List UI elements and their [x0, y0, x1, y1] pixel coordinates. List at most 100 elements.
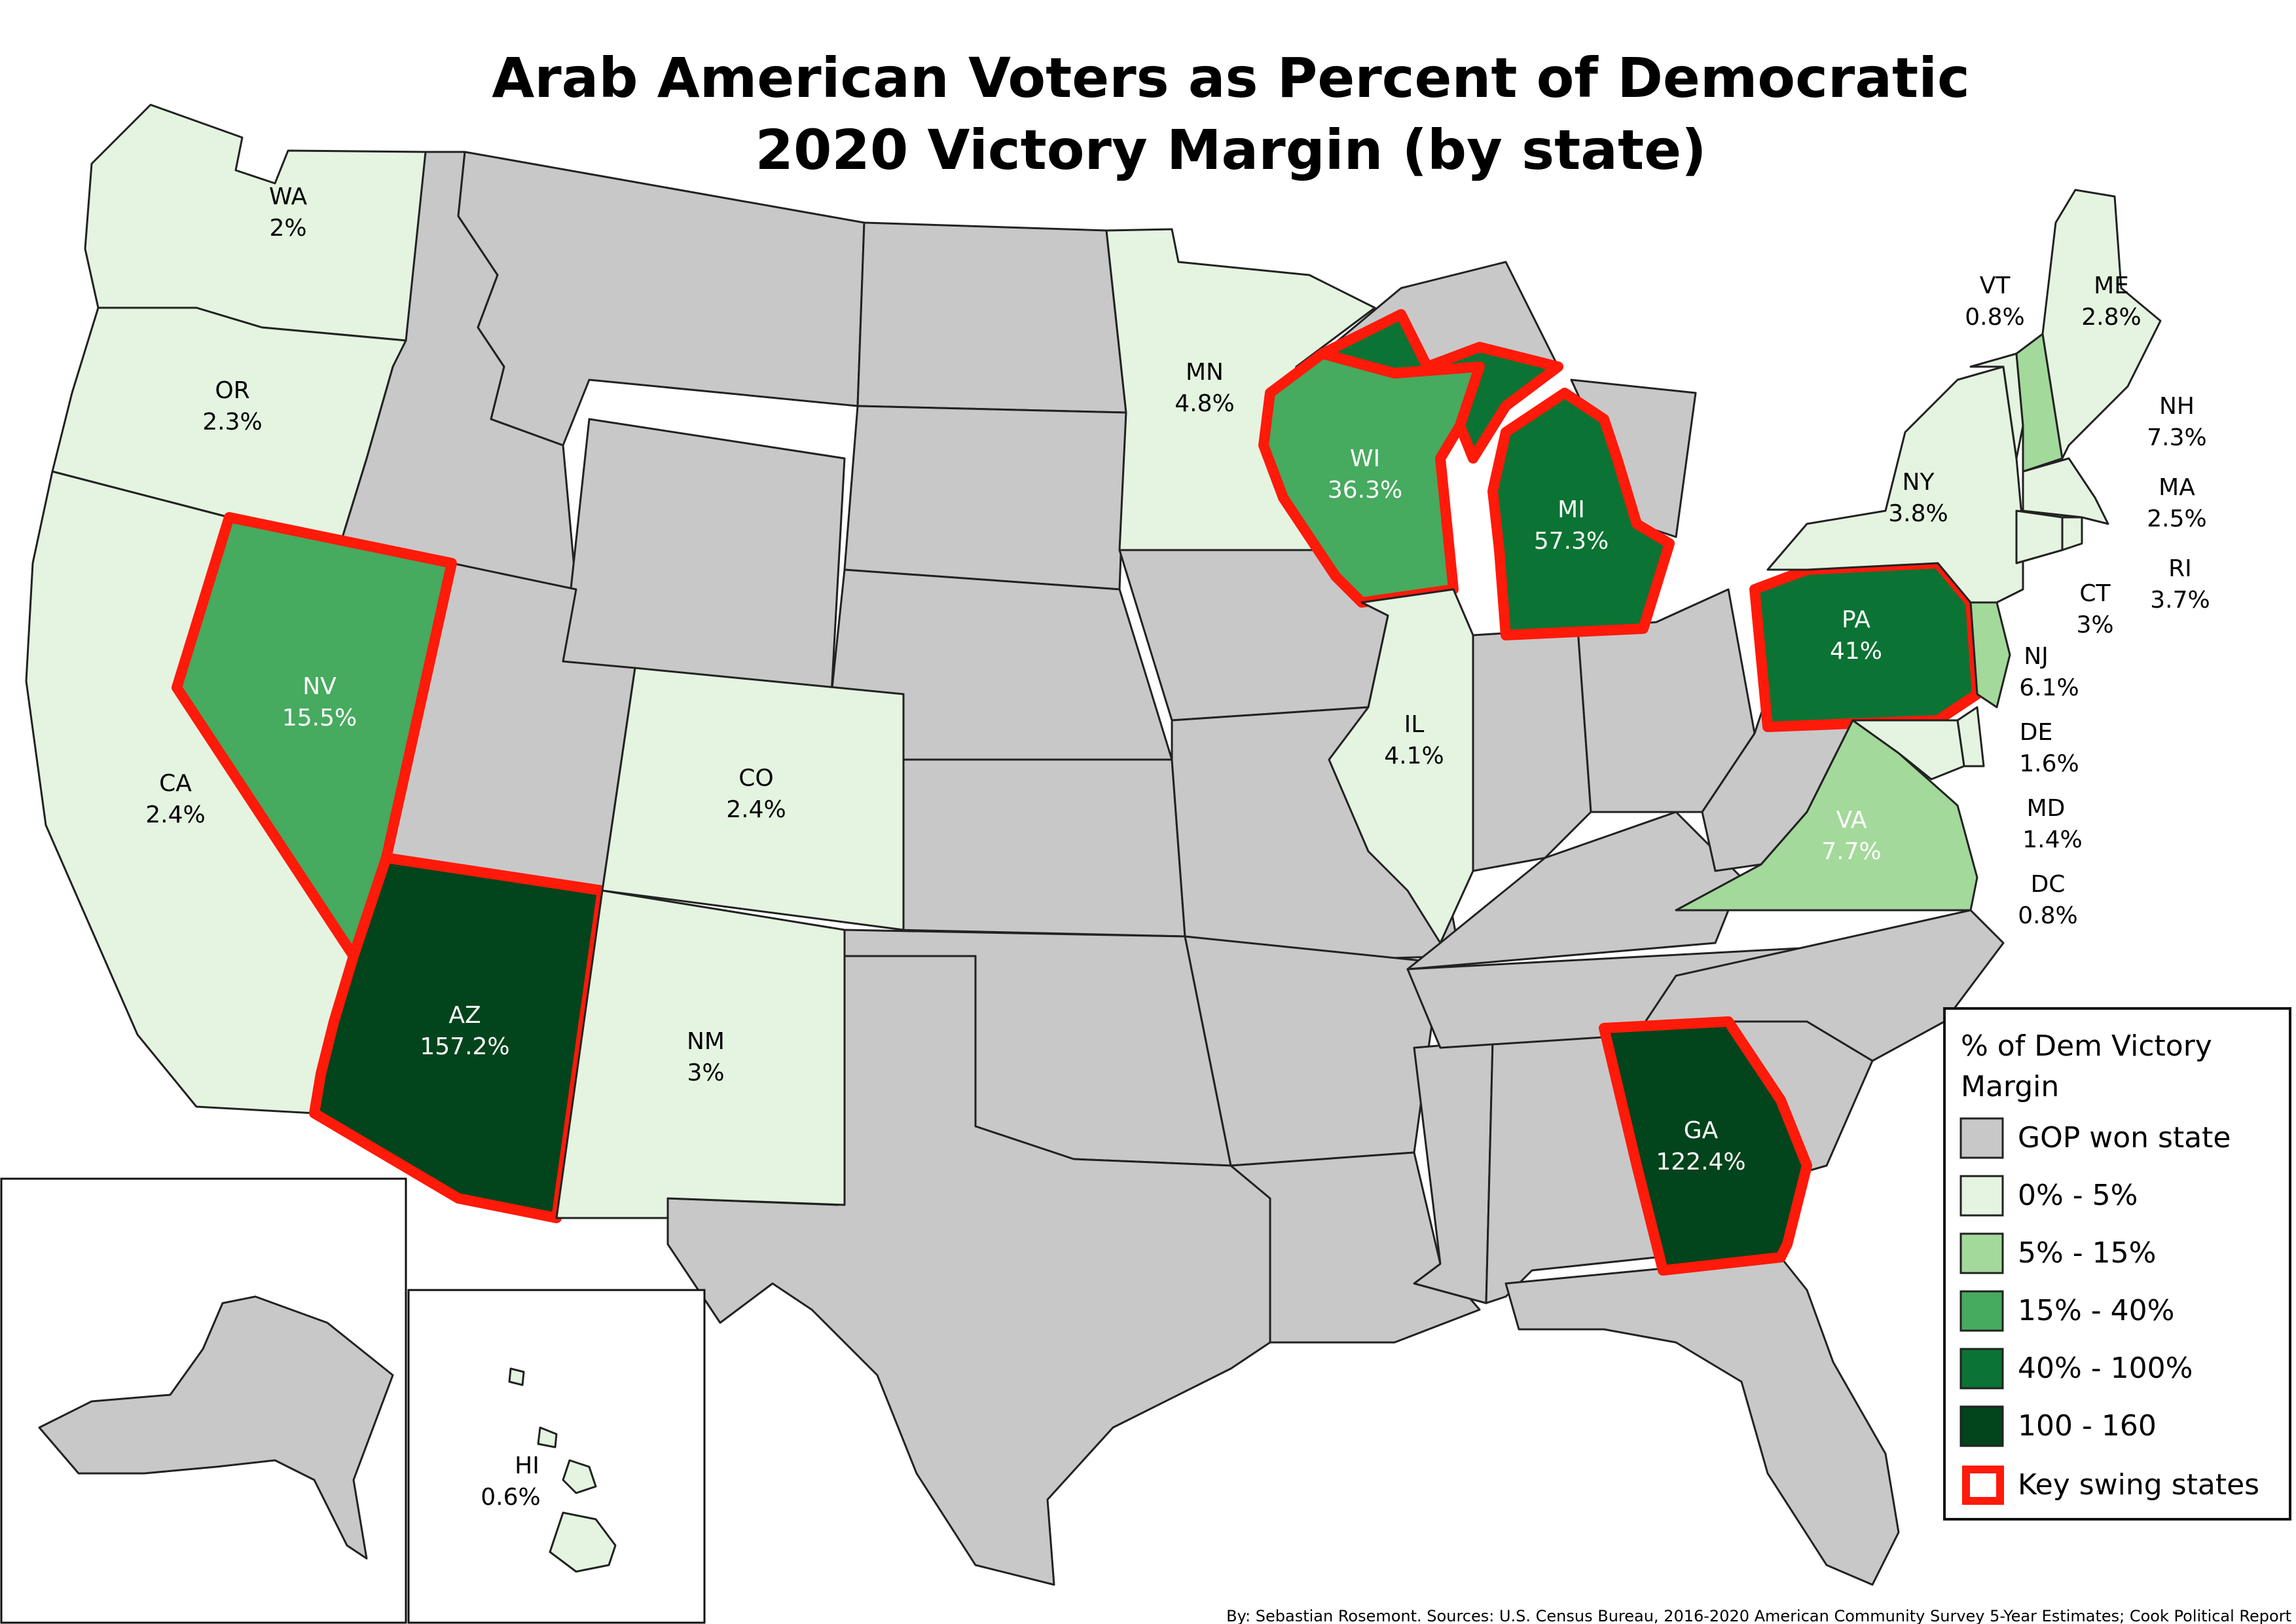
label-OR-abbr: OR — [215, 377, 249, 404]
legend-label-gop: GOP won state — [2018, 1121, 2231, 1154]
label-OR-value: 2.3% — [202, 409, 262, 435]
source-credit: By: Sebastian Rosemont. Sources: U.S. Ce… — [1226, 1607, 2291, 1624]
state-HI-kauai — [508, 1367, 525, 1386]
label-AZ-abbr: AZ — [448, 1002, 481, 1029]
label-NV-abbr: NV — [302, 673, 337, 700]
legend-swatch-swing — [1962, 1466, 2004, 1505]
label-GA-abbr: GA — [1684, 1117, 1719, 1144]
label-WA-value: 2% — [269, 215, 306, 242]
state-TX — [666, 955, 1271, 1586]
state-IN — [1472, 627, 1592, 872]
state-SD — [843, 405, 1127, 591]
label-CA-abbr: CA — [159, 770, 192, 797]
state-CT — [2015, 509, 2064, 564]
label-GA-value: 122.4% — [1656, 1149, 1745, 1175]
dem-states-layer — [25, 103, 2162, 1276]
label-VA-abbr: VA — [1836, 807, 1867, 834]
label-CA-value: 2.4% — [145, 802, 205, 828]
legend-label-5-15: 5% - 15% — [2018, 1236, 2156, 1270]
state-HI-oahu — [537, 1426, 558, 1449]
label-WI-abbr: WI — [1350, 445, 1380, 472]
label-RI-abbr: RI — [2168, 555, 2192, 582]
label-MI-abbr: MI — [1558, 496, 1585, 523]
label-CT-abbr: CT — [2079, 580, 2111, 607]
state-AR — [1184, 935, 1442, 1167]
label-NH-abbr: NH — [2159, 393, 2195, 420]
legend-title-line2: Margin — [1961, 1070, 2059, 1103]
state-HI-maui — [562, 1459, 597, 1494]
label-VA-value: 7.7% — [1821, 838, 1881, 865]
state-VT — [1969, 352, 2024, 460]
label-NJ-abbr: NJ — [2024, 643, 2049, 670]
label-MI-value: 57.3% — [1534, 528, 1609, 555]
map-title-line1: Arab American Voters as Percent of Democ… — [492, 46, 1970, 110]
hawaii-inset — [407, 1289, 706, 1624]
label-VT-abbr: VT — [1980, 272, 2011, 299]
label-NV-value: 15.5% — [282, 705, 357, 731]
state-KS — [896, 758, 1186, 938]
legend-label-swing: Key swing states — [2018, 1468, 2259, 1502]
label-NM-value: 3% — [687, 1060, 724, 1086]
legend-label-0-5: 0% - 5% — [2018, 1179, 2138, 1212]
label-DC-value: 0.8% — [2018, 902, 2077, 929]
label-CO-value: 2.4% — [726, 796, 786, 823]
label-VT-value: 0.8% — [1965, 304, 2024, 331]
label-NM-abbr: NM — [687, 1028, 725, 1055]
legend-swatch-0-5 — [1959, 1175, 2004, 1217]
label-HI-value: 0.6% — [481, 1484, 540, 1511]
state-NM — [555, 889, 846, 1219]
state-NJ — [1969, 601, 2011, 709]
state-HI-big-island — [549, 1511, 617, 1573]
state-NY — [1766, 365, 2024, 604]
label-NH-value: 7.3% — [2147, 424, 2206, 451]
state-ME — [2041, 189, 2162, 460]
label-MD-value: 1.4% — [2022, 826, 2082, 853]
legend-swatch-100-160 — [1959, 1405, 2004, 1447]
label-MA-value: 2.5% — [2147, 506, 2206, 532]
map-title-line2: 2020 Victory Margin (by state) — [756, 118, 1707, 182]
legend-label-15-40: 15% - 40% — [2018, 1294, 2174, 1327]
label-WA-abbr: WA — [269, 183, 308, 210]
state-OR — [51, 306, 407, 545]
hawaii-inset-frame — [407, 1289, 706, 1624]
legend-swatch-5-15 — [1959, 1232, 2004, 1274]
state-ND — [856, 221, 1127, 414]
label-NJ-value: 6.1% — [2019, 674, 2079, 701]
state-WA — [84, 103, 427, 342]
label-AZ-value: 157.2% — [420, 1033, 509, 1060]
label-NY-abbr: NY — [1903, 469, 1935, 496]
legend-label-40-100: 40% - 100% — [2018, 1352, 2193, 1385]
state-MI-upper — [1317, 309, 1563, 464]
state-LA — [1230, 1151, 1481, 1344]
legend: % of Dem Victory Margin GOP won state 0%… — [1943, 1007, 2291, 1521]
state-AK — [38, 1295, 394, 1560]
label-ME-abbr: ME — [2094, 272, 2129, 299]
legend-swatch-40-100 — [1959, 1348, 2004, 1390]
state-labels: WA 2% OR 2.3% CA 2.4% NV 15.5% AZ 157.2%… — [145, 183, 2210, 1511]
label-NY-value: 3.8% — [1888, 500, 1948, 527]
label-ME-value: 2.8% — [2081, 304, 2141, 331]
label-PA-abbr: PA — [1842, 606, 1870, 633]
label-HI-abbr: HI — [515, 1452, 539, 1479]
label-MN-abbr: MN — [1186, 359, 1224, 386]
gop-states-layer — [339, 151, 2005, 1586]
label-IL-abbr: IL — [1404, 711, 1425, 738]
legend-label-100-160: 100 - 160 — [2018, 1409, 2157, 1443]
legend-swatch-15-40 — [1959, 1290, 2004, 1332]
state-GA — [1599, 1016, 1812, 1276]
label-MN-value: 4.8% — [1175, 390, 1234, 417]
state-CO — [601, 667, 905, 931]
label-MA-abbr: MA — [2159, 474, 2195, 501]
label-IL-value: 4.1% — [1384, 743, 1444, 769]
label-DE-abbr: DE — [2020, 719, 2052, 746]
legend-swatch-gop — [1959, 1117, 2004, 1159]
state-RI — [2061, 516, 2083, 551]
label-DC-abbr: DC — [2031, 871, 2066, 898]
state-FL — [1504, 1256, 1900, 1586]
state-MD — [1851, 719, 1965, 781]
label-RI-value: 3.7% — [2150, 587, 2210, 614]
label-PA-value: 41% — [1830, 638, 1882, 665]
state-MI — [1487, 388, 1675, 640]
label-WI-value: 36.3% — [1328, 477, 1402, 504]
